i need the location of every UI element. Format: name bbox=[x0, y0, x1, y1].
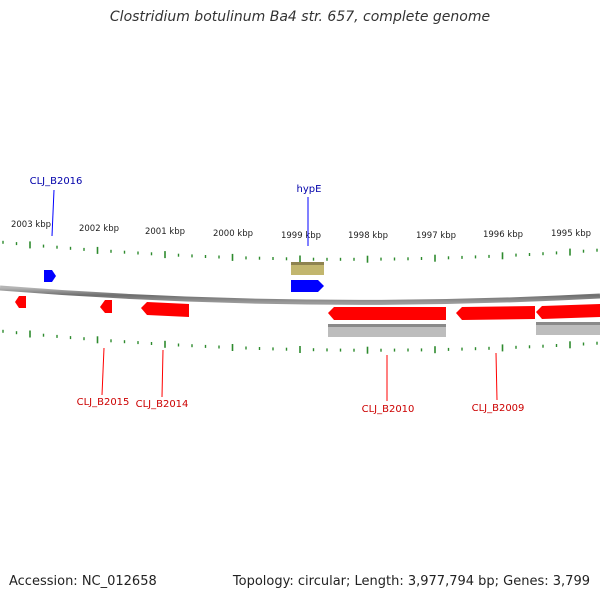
gene-reverse-edge[interactable] bbox=[15, 296, 26, 308]
gene-label-clj-b2014[interactable]: CLJ_B2014 bbox=[136, 399, 189, 410]
callout-line-clj-b2014 bbox=[161, 349, 164, 398]
cds-band-b2010[interactable] bbox=[328, 324, 446, 337]
scale-label-2001: 2001 kbp bbox=[145, 227, 185, 237]
gene-clj-b2015[interactable] bbox=[100, 300, 112, 313]
scale-label-1995: 1995 kbp bbox=[551, 229, 591, 239]
callout-line-clj-b2016 bbox=[51, 189, 55, 237]
scale-label-1999: 1999 kbp bbox=[281, 231, 321, 241]
scale-label-1998: 1998 kbp bbox=[348, 231, 388, 241]
scale-label-2002: 2002 kbp bbox=[79, 224, 119, 234]
scale-label-2003: 2003 kbp bbox=[11, 220, 51, 230]
gene-label-clj-b2016[interactable]: CLJ_B2016 bbox=[30, 176, 83, 187]
forward-strand-features bbox=[44, 262, 324, 292]
gene-clj-b2014[interactable] bbox=[141, 302, 189, 317]
scale-label-1996: 1996 kbp bbox=[483, 230, 523, 240]
scale-label-2000: 2000 kbp bbox=[213, 229, 253, 239]
gene-label-hype[interactable]: hypE bbox=[297, 184, 322, 195]
reverse-strand-features bbox=[15, 296, 600, 337]
genome-backbone bbox=[0, 285, 600, 305]
cds-band-b2010-edge bbox=[328, 324, 446, 327]
cds-band-right-edge bbox=[536, 322, 600, 325]
gene-clj-b2009[interactable] bbox=[456, 306, 535, 320]
genome-summary-text: Topology: circular; Length: 3,977,794 bp… bbox=[232, 574, 590, 589]
gene-label-clj-b2010[interactable]: CLJ_B2010 bbox=[362, 404, 415, 415]
gene-clj-b2010[interactable] bbox=[328, 307, 446, 320]
scale-ticks-inner bbox=[2, 329, 598, 354]
scale-label-1997: 1997 kbp bbox=[416, 231, 456, 241]
gene-label-clj-b2015[interactable]: CLJ_B2015 bbox=[77, 397, 130, 408]
gene-reverse-right[interactable] bbox=[536, 304, 600, 319]
rna-feature-block[interactable] bbox=[291, 262, 324, 275]
gene-label-clj-b2009[interactable]: CLJ_B2009 bbox=[472, 403, 525, 414]
genome-title: Clostridium botulinum Ba4 str. 657, comp… bbox=[109, 9, 491, 25]
accession-text: Accession: NC_012658 bbox=[9, 574, 157, 589]
gene-clj-b2016[interactable] bbox=[44, 270, 56, 282]
rna-feature-edge bbox=[291, 262, 324, 265]
gene-hype[interactable] bbox=[291, 280, 324, 292]
callout-line-clj-b2015 bbox=[101, 347, 105, 396]
callout-line-clj-b2009 bbox=[495, 352, 498, 401]
scale-ticks-outer bbox=[2, 240, 598, 263]
cds-band-right[interactable] bbox=[536, 322, 600, 335]
